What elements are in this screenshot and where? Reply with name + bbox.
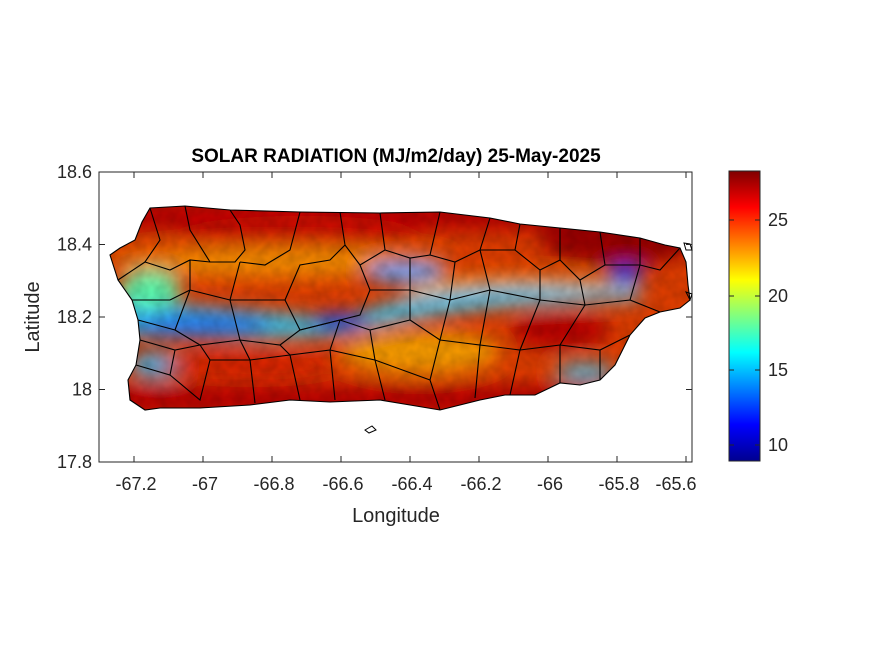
x-tick-label: -66.2 (460, 474, 501, 494)
y-tick-label: 17.8 (57, 452, 92, 472)
x-tick-label: -66.6 (322, 474, 363, 494)
y-tick-label: 18 (72, 380, 92, 400)
colorbar-tick-label: 25 (768, 210, 788, 230)
colorbar-tick-label: 20 (768, 286, 788, 306)
x-tick-label: -67 (192, 474, 218, 494)
x-axis (133, 172, 687, 462)
x-tick-label: -65.8 (598, 474, 639, 494)
colorbar-tick-label: 10 (768, 435, 788, 455)
x-tick-label: -66.8 (253, 474, 294, 494)
y-axis (99, 171, 692, 463)
x-tick-label: -65.6 (655, 474, 696, 494)
small-islands (364, 242, 693, 434)
y-tick-label: 18.2 (57, 307, 92, 327)
x-axis-label: Longitude (352, 505, 440, 527)
y-tick-label: 18.4 (57, 235, 92, 255)
x-tick-label: -67.2 (115, 474, 156, 494)
y-tick-label: 18.6 (57, 162, 92, 182)
x-tick-label: -66.4 (391, 474, 432, 494)
chart-title: SOLAR RADIATION (MJ/m2/day) 25-May-2025 (191, 146, 601, 167)
colorbar-ticks (729, 219, 760, 446)
y-axis-label: Latitude (22, 281, 44, 352)
x-tick-label: -66 (537, 474, 563, 494)
colorbar-tick-label: 15 (768, 360, 788, 380)
municipality-boundaries (109, 205, 691, 411)
colorbar (728, 170, 761, 462)
